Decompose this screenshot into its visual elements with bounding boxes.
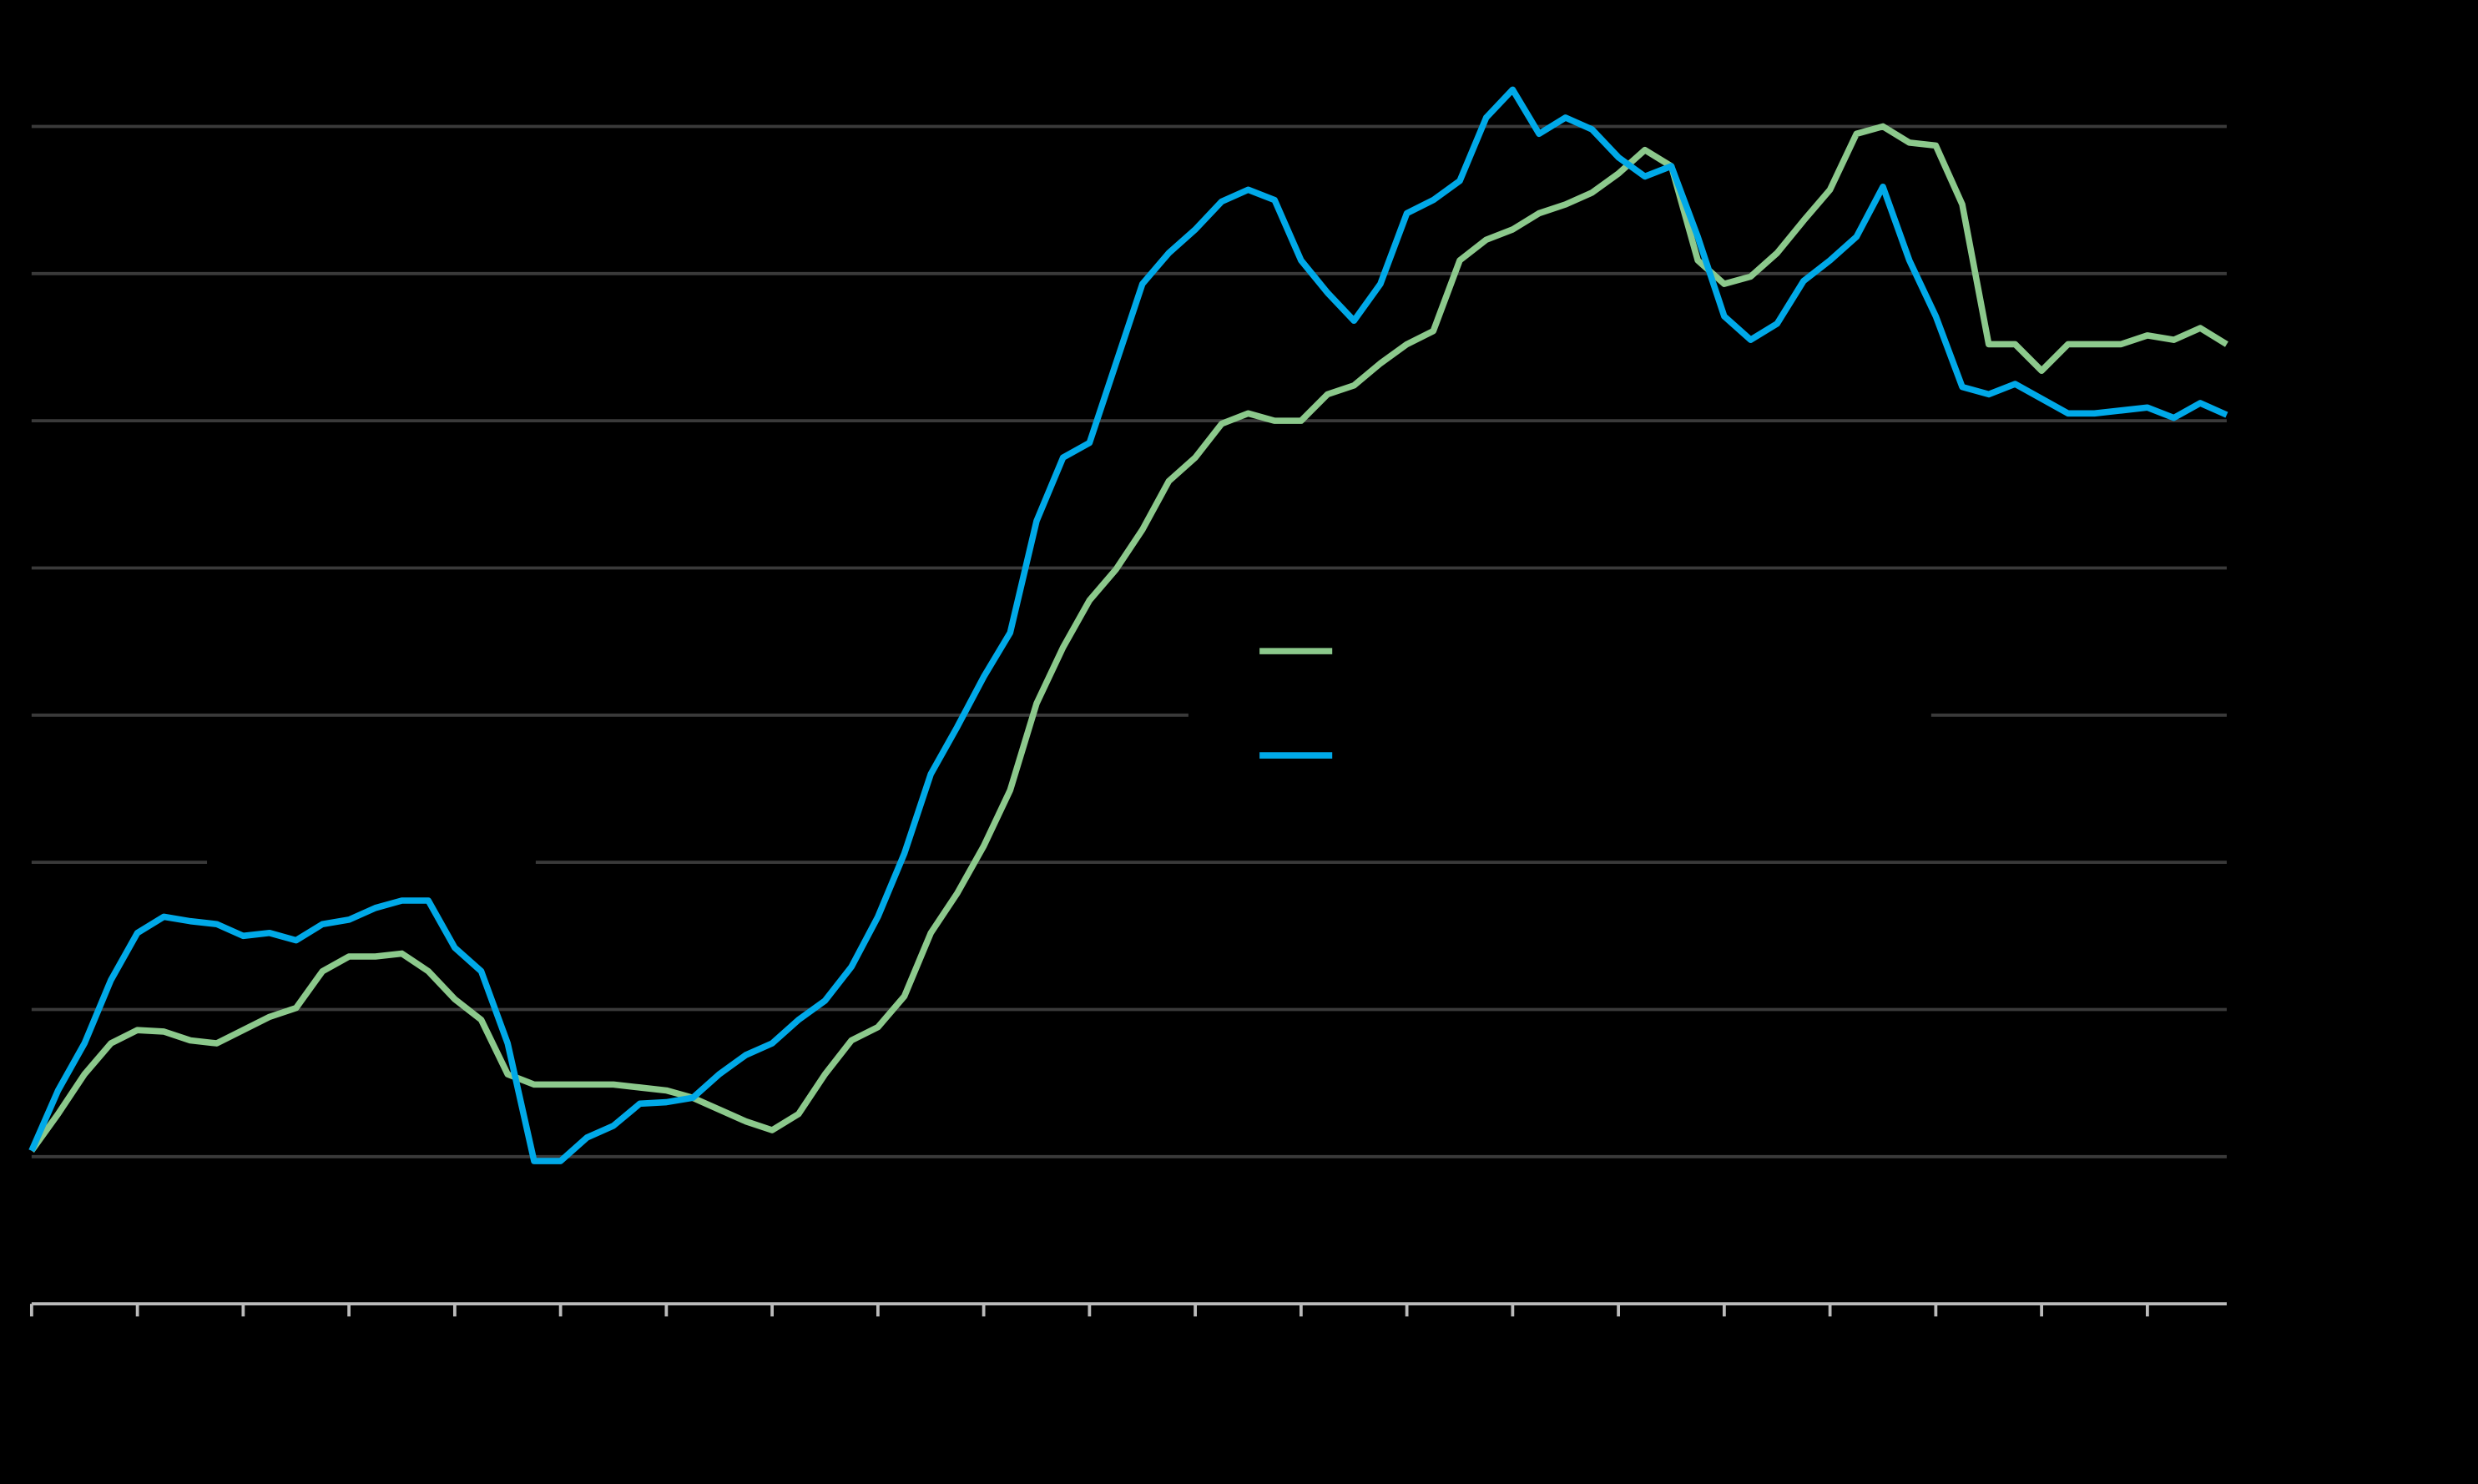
legend-background [1188,600,1931,806]
annotation-background [207,837,536,886]
line-series [28,86,2228,1164]
line-series [28,123,2228,1153]
